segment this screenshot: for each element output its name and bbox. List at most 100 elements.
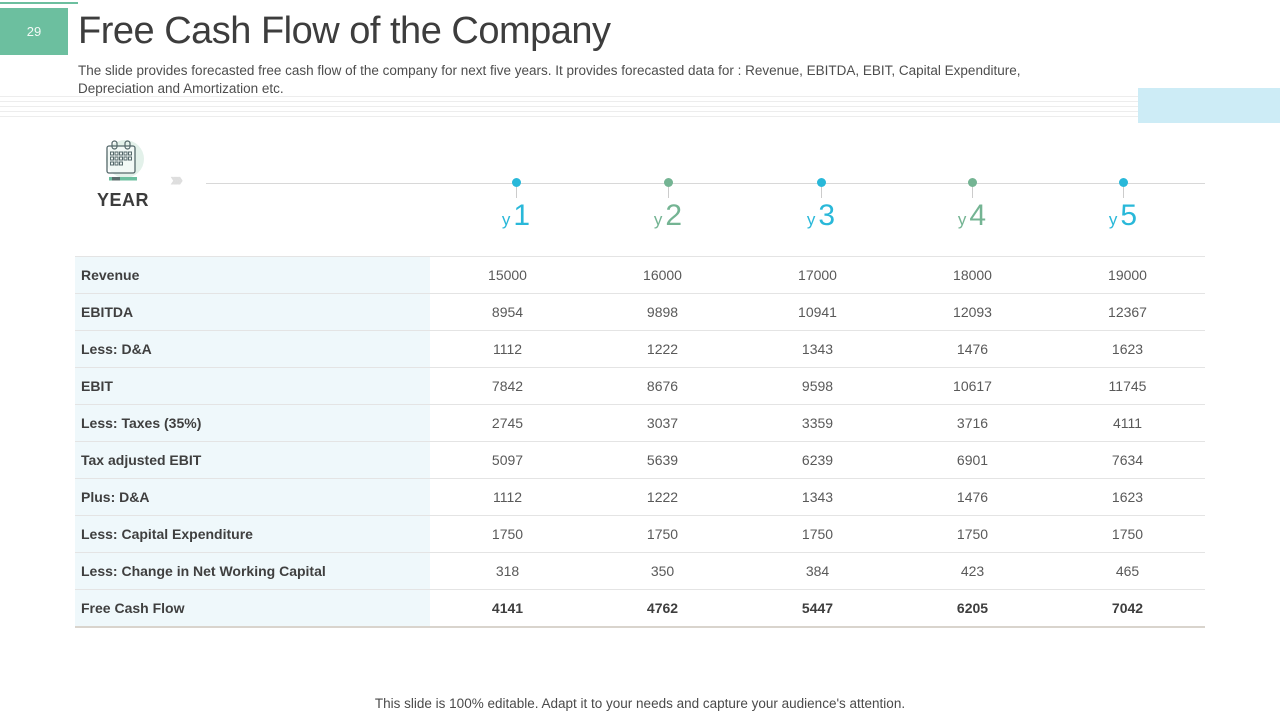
- value-cell: 3037: [585, 404, 740, 442]
- value-cell: 1750: [585, 515, 740, 553]
- value-cell: 10617: [895, 367, 1050, 405]
- fcf-table: Revenue 15000 16000 17000 18000 19000 EB…: [75, 256, 1205, 628]
- year-prefix: y: [1108, 210, 1118, 229]
- value-cell: 12367: [1050, 293, 1205, 331]
- value-cell: 3716: [895, 404, 1050, 442]
- value-cell: 9598: [740, 367, 895, 405]
- value-cell: 318: [430, 552, 585, 590]
- table-row: Less: Capital Expenditure 1750 1750 1750…: [75, 515, 1205, 553]
- table-row: Less: D&A 1112 1222 1343 1476 1623: [75, 330, 1205, 368]
- value-cell: 465: [1050, 552, 1205, 590]
- value-cell: 1623: [1050, 330, 1205, 368]
- value-cell: 16000: [585, 256, 740, 294]
- value-cell: 7634: [1050, 441, 1205, 479]
- value-cell: 9898: [585, 293, 740, 331]
- value-cell: 1750: [895, 515, 1050, 553]
- row-label-cell: Revenue: [75, 256, 430, 294]
- value-cell: 1750: [740, 515, 895, 553]
- year-prefix: y: [501, 210, 511, 229]
- fcf-table-body: Revenue 15000 16000 17000 18000 19000 EB…: [75, 256, 1205, 628]
- row-label-cell: Free Cash Flow: [75, 589, 430, 628]
- page-number-badge: 29: [0, 8, 68, 55]
- year-number: 2: [665, 199, 683, 232]
- timeline-line: [206, 183, 1205, 184]
- table-row: Free Cash Flow 4141 4762 5447 6205 7042: [75, 589, 1205, 628]
- value-cell: 1343: [740, 478, 895, 516]
- top-accent-line: [0, 2, 78, 4]
- timeline-tick: [1122, 187, 1124, 198]
- value-cell: 7042: [1050, 589, 1205, 628]
- value-cell: 1112: [430, 330, 585, 368]
- value-cell: 423: [895, 552, 1050, 590]
- value-cell: 12093: [895, 293, 1050, 331]
- value-cell: 384: [740, 552, 895, 590]
- year-number: 1: [513, 199, 531, 232]
- value-cell: 1623: [1050, 478, 1205, 516]
- timeline-dot-icon: [816, 178, 826, 187]
- value-cell: 2745: [430, 404, 585, 442]
- slide-subtitle: The slide provides forecasted free cash …: [78, 63, 1021, 96]
- value-cell: 8954: [430, 293, 585, 331]
- chevrons-icon: ››››: [170, 170, 183, 191]
- timeline-tick: [820, 187, 822, 198]
- table-row: EBITDA 8954 9898 10941 12093 12367: [75, 293, 1205, 331]
- value-cell: 7842: [430, 367, 585, 405]
- timeline-tick: [515, 187, 517, 198]
- highlight-box: [1138, 88, 1280, 123]
- value-cell: 1750: [430, 515, 585, 553]
- timeline-dot-icon: [511, 178, 521, 187]
- value-cell: 4762: [585, 589, 740, 628]
- value-cell: 4141: [430, 589, 585, 628]
- row-label-cell: Plus: D&A: [75, 478, 430, 516]
- value-cell: 1222: [585, 330, 740, 368]
- value-cell: 17000: [740, 256, 895, 294]
- slide-footer: This slide is 100% editable. Adapt it to…: [374, 696, 906, 711]
- table-row: EBIT 7842 8676 9598 10617 11745: [75, 367, 1205, 405]
- value-cell: 18000: [895, 256, 1050, 294]
- calendar-icon: [99, 137, 147, 187]
- value-cell: 5639: [585, 441, 740, 479]
- year-axis-label: YEAR: [96, 190, 149, 210]
- value-cell: 15000: [430, 256, 585, 294]
- row-label-cell: Tax adjusted EBIT: [75, 441, 430, 479]
- year-prefix: y: [957, 210, 967, 229]
- value-cell: 6239: [740, 441, 895, 479]
- value-cell: 1222: [585, 478, 740, 516]
- timeline-dot-icon: [967, 178, 977, 187]
- row-label-cell: Less: D&A: [75, 330, 430, 368]
- value-cell: 350: [585, 552, 740, 590]
- row-label-cell: Less: Change in Net Working Capital: [75, 552, 430, 590]
- value-cell: 10941: [740, 293, 895, 331]
- year-number: 3: [818, 199, 836, 232]
- table-row: Plus: D&A 1112 1222 1343 1476 1623: [75, 478, 1205, 516]
- value-cell: 11745: [1050, 367, 1205, 405]
- table-row: Less: Change in Net Working Capital 318 …: [75, 552, 1205, 590]
- value-cell: 4111: [1050, 404, 1205, 442]
- year-prefix: y: [653, 210, 663, 229]
- timeline-dot-icon: [1118, 178, 1128, 187]
- value-cell: 1343: [740, 330, 895, 368]
- table-row: Revenue 15000 16000 17000 18000 19000: [75, 256, 1205, 294]
- row-label-cell: Less: Capital Expenditure: [75, 515, 430, 553]
- table-row: Tax adjusted EBIT 5097 5639 6239 6901 76…: [75, 441, 1205, 479]
- timeline-dot-icon: [663, 178, 673, 187]
- timeline-tick: [971, 187, 973, 198]
- year-number: 5: [1120, 199, 1138, 232]
- slide-title: Free Cash Flow of the Company: [78, 10, 611, 52]
- year-number: 4: [969, 199, 987, 232]
- row-label-cell: EBITDA: [75, 293, 430, 331]
- value-cell: 1476: [895, 330, 1050, 368]
- value-cell: 1112: [430, 478, 585, 516]
- decorative-lines: [0, 96, 1280, 119]
- value-cell: 5097: [430, 441, 585, 479]
- table-row: Less: Taxes (35%) 2745 3037 3359 3716 41…: [75, 404, 1205, 442]
